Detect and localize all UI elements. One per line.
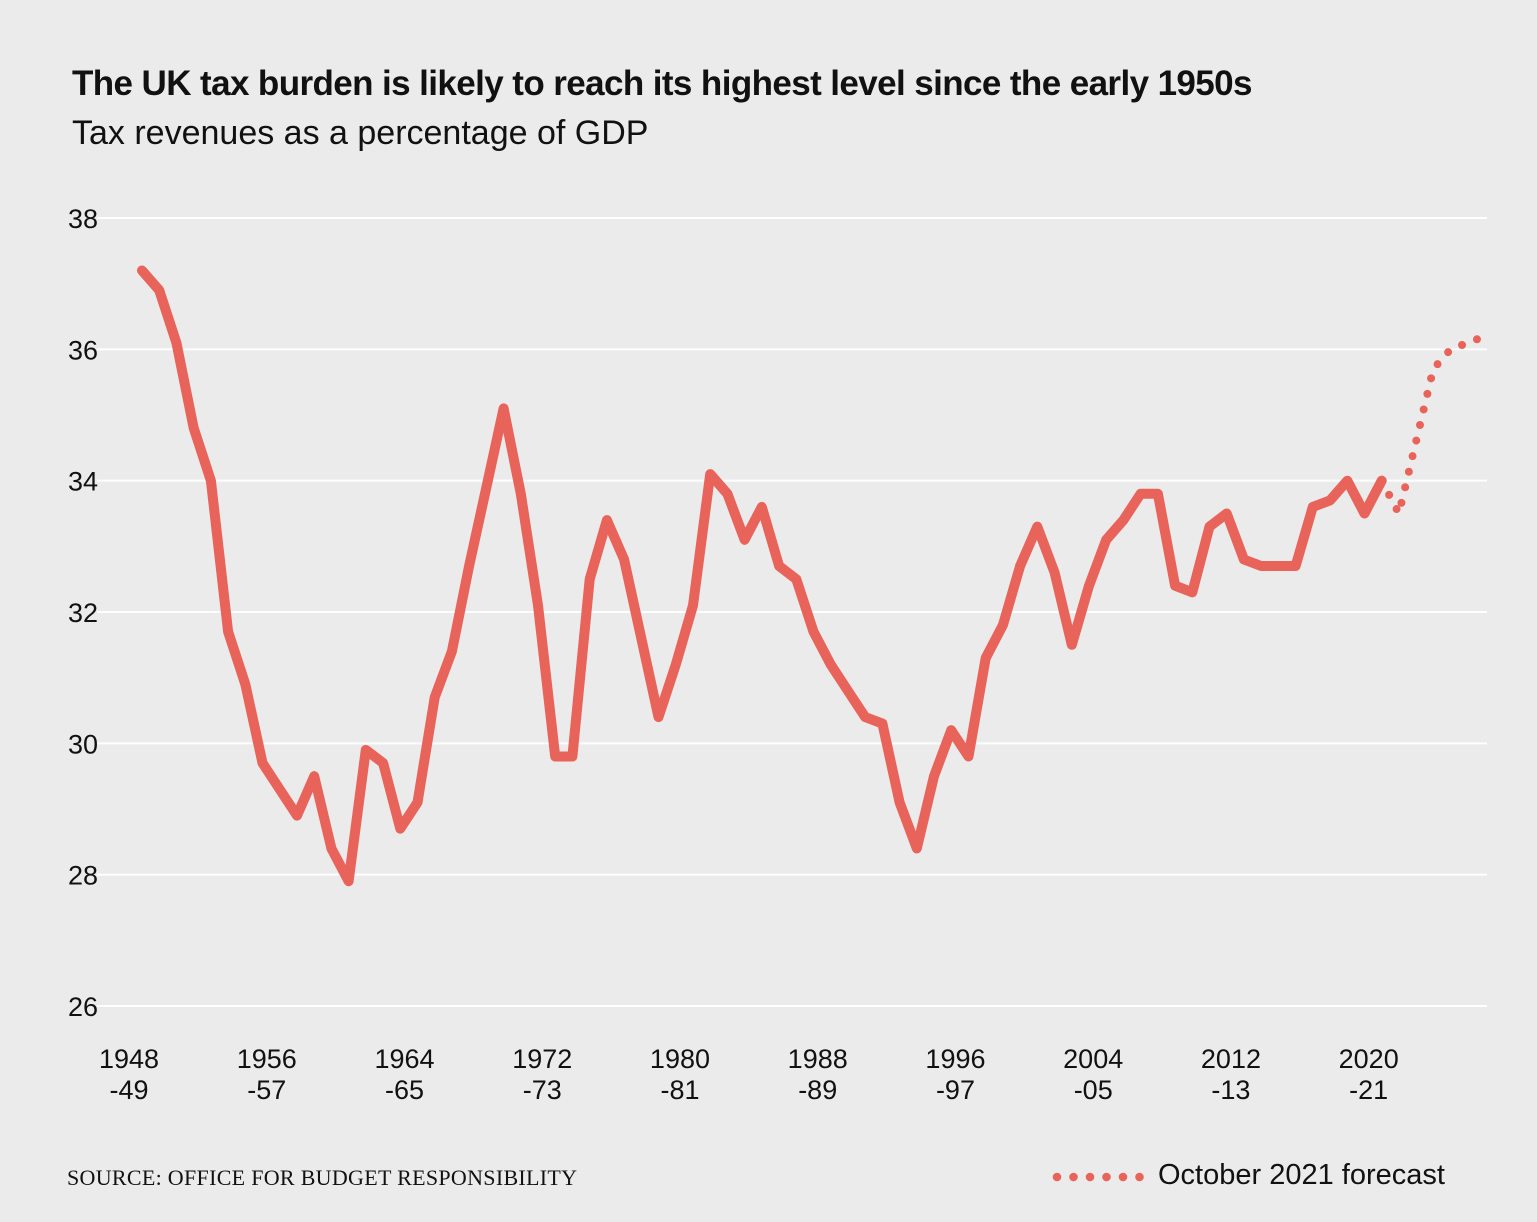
x-tick-label: 1988 — [788, 1044, 848, 1074]
x-tick-label: 1972 — [512, 1044, 572, 1074]
x-tick-label: 1996 — [925, 1044, 985, 1074]
legend-dot — [1102, 1172, 1111, 1182]
legend-forecast-label: October 2021 forecast — [1158, 1159, 1445, 1191]
x-tick-label: 2004 — [1063, 1044, 1123, 1074]
y-tick-label: 30 — [68, 729, 98, 759]
chart-subtitle: Tax revenues as a percentage of GDP — [72, 114, 648, 152]
y-tick-label: 34 — [68, 467, 98, 497]
x-tick-label-sub: -89 — [798, 1075, 837, 1105]
gridlines — [97, 217, 1487, 1007]
legend-dot — [1118, 1172, 1128, 1182]
y-tick-label: 38 — [68, 204, 98, 234]
series-line-outturn — [137, 265, 1387, 887]
x-tick-label-sub: -05 — [1074, 1075, 1113, 1105]
x-tick-label: 1956 — [237, 1044, 297, 1074]
x-tick-label: 2012 — [1201, 1044, 1261, 1074]
source-note: SOURCE: OFFICE FOR BUDGET RESPONSIBILITY — [67, 1165, 577, 1190]
chart-title: The UK tax burden is likely to reach its… — [72, 64, 1252, 103]
x-tick-label-sub: -97 — [936, 1075, 975, 1105]
x-tick-label: 1964 — [374, 1044, 434, 1074]
y-tick-label: 36 — [68, 335, 98, 365]
legend: October 2021 forecast — [1052, 1159, 1445, 1191]
y-tick-label: 26 — [68, 992, 98, 1022]
x-tick-label-sub: -81 — [660, 1075, 699, 1105]
series-layer — [137, 265, 1489, 887]
x-tick-label-sub: -57 — [247, 1075, 286, 1105]
x-tick-label: 1948 — [99, 1044, 159, 1074]
x-tick-label-sub: -13 — [1211, 1075, 1250, 1105]
legend-forecast-swatch — [1052, 1172, 1144, 1182]
x-tick-label: 1980 — [650, 1044, 710, 1074]
x-tick-label-sub: -65 — [385, 1075, 424, 1105]
x-tick-label: 2020 — [1339, 1044, 1399, 1074]
x-axis-ticks: 1948-491956-571964-651972-731980-811988-… — [99, 1044, 1399, 1105]
legend-dot — [1052, 1172, 1062, 1182]
x-tick-label-sub: -21 — [1349, 1075, 1388, 1105]
legend-dot — [1085, 1172, 1095, 1182]
x-tick-label-sub: -73 — [523, 1075, 562, 1105]
x-tick-label-sub: -49 — [109, 1075, 148, 1105]
y-tick-label: 32 — [68, 598, 98, 628]
y-tick-label: 28 — [68, 861, 98, 891]
legend-dot — [1135, 1172, 1144, 1182]
legend-dot — [1069, 1172, 1078, 1182]
y-axis-ticks: 38 36 34 32 30 28 26 — [68, 204, 98, 1022]
